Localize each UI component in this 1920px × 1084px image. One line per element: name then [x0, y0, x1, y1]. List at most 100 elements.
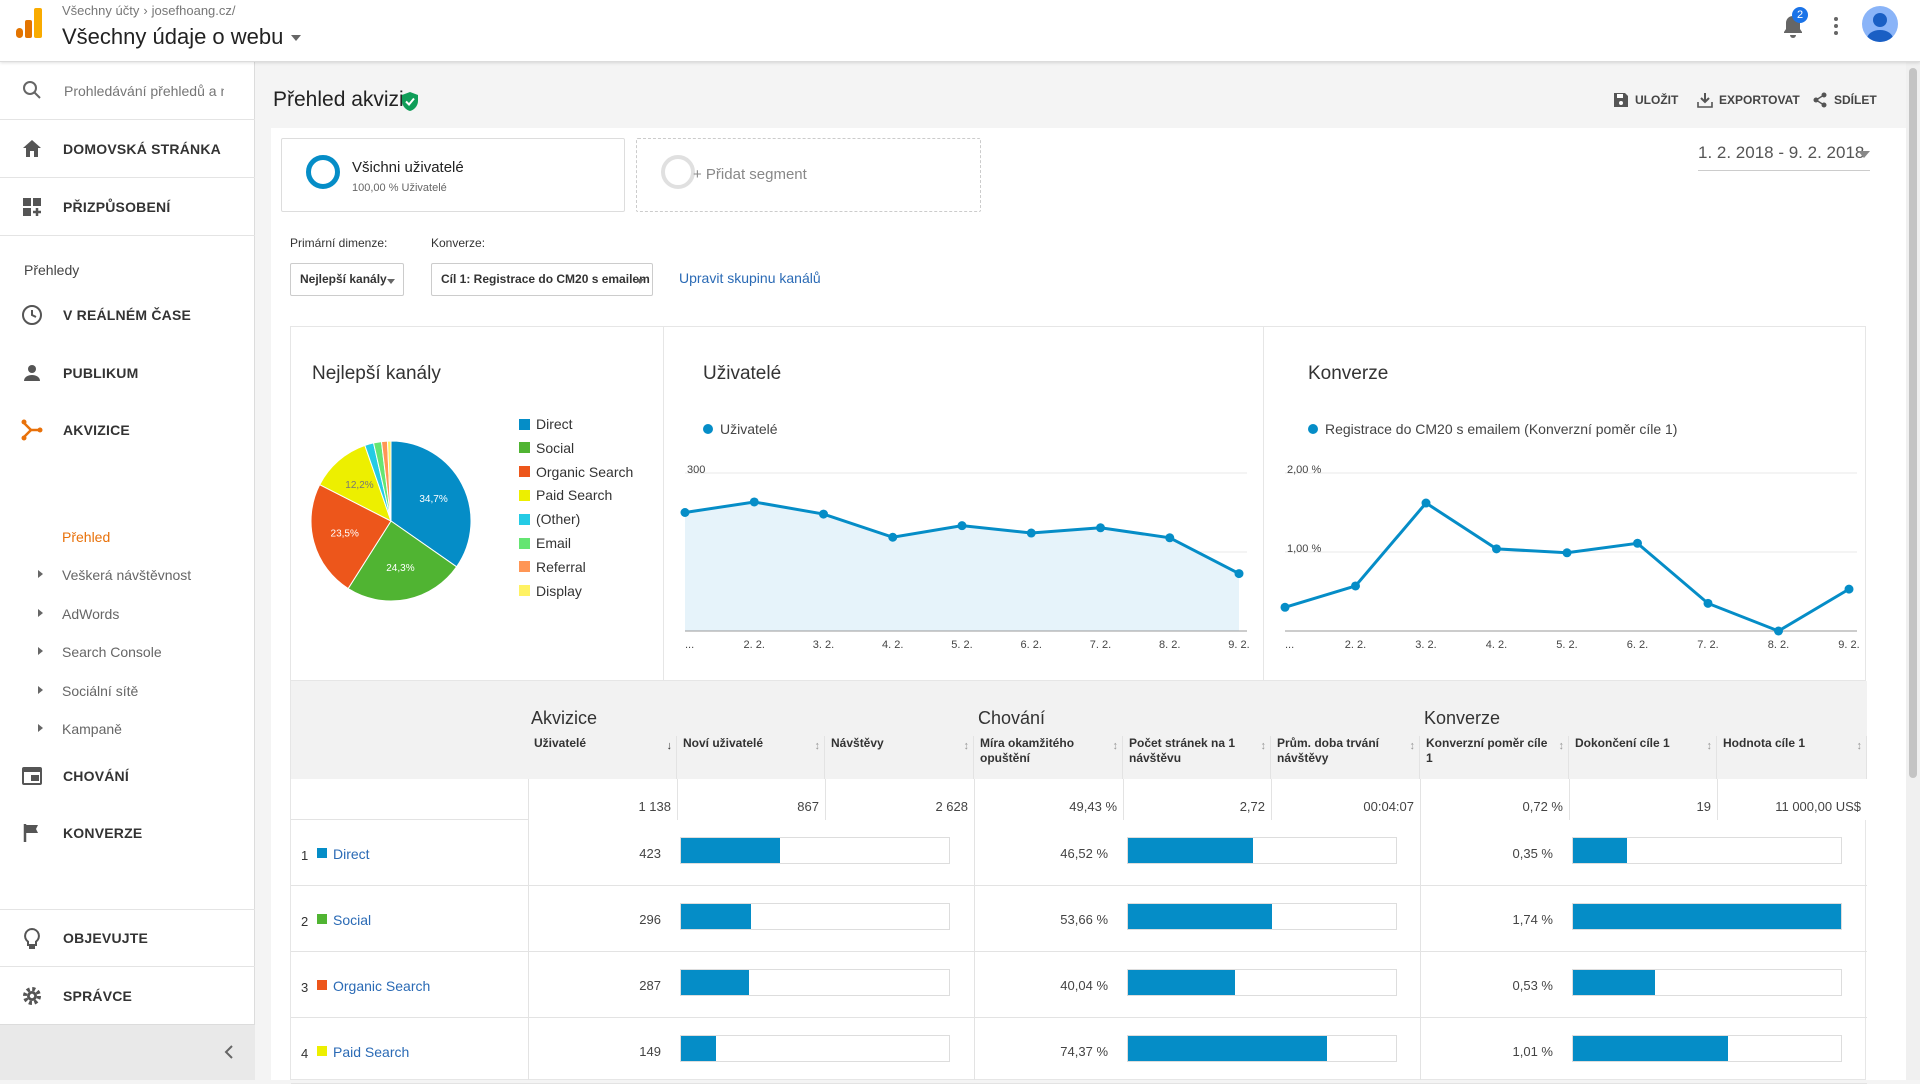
x-tick-label: 6. 2.	[1021, 639, 1042, 651]
sort-arrow-icon[interactable]: ↕	[814, 740, 821, 752]
pie-legend-item: Social	[519, 440, 574, 456]
column-header[interactable]: Uživatelé ↓	[528, 736, 677, 779]
sort-arrow-icon[interactable]: ↕	[1856, 740, 1863, 752]
row-channel-link[interactable]: Organic Search	[333, 978, 431, 994]
data-point[interactable]	[1280, 602, 1290, 612]
sidebar-subitem-social[interactable]: Sociální sítě	[0, 675, 255, 709]
sidebar-subitem-all-traffic[interactable]: Veškerá návštěvnost	[0, 559, 255, 593]
data-point[interactable]	[888, 532, 898, 542]
sidebar-subitem-overview[interactable]: Přehled	[0, 521, 255, 555]
pie-slice[interactable]	[390, 440, 472, 568]
breadcrumb-all-accounts[interactable]: Všechny účty	[62, 3, 140, 18]
data-point[interactable]	[1774, 626, 1783, 636]
data-point[interactable]	[1096, 523, 1105, 533]
sidebar-item-label: SPRÁVCE	[63, 988, 133, 1004]
breadcrumb[interactable]: Všechny účty › josefhoang.cz/	[62, 3, 236, 18]
sort-arrow-icon[interactable]: ↕	[963, 740, 970, 752]
sidebar-item-realtime[interactable]: V REÁLNÉM ČASE	[0, 286, 255, 344]
sort-arrow-icon[interactable]: ↕	[1558, 740, 1565, 752]
sidebar-subitem-adwords[interactable]: AdWords	[0, 598, 255, 632]
sidebar-item-admin[interactable]: SPRÁVCE	[0, 967, 255, 1025]
column-header[interactable]: Návštěvy ↕	[825, 736, 974, 779]
column-header[interactable]: Noví uživatelé ↕	[677, 736, 825, 779]
pie-slice[interactable]	[347, 520, 458, 602]
column-header[interactable]: Dokončení cíle 1 ↕	[1569, 736, 1717, 779]
sidebar-subitem-campaigns[interactable]: Kampaně	[0, 713, 255, 747]
sidebar-footer	[0, 1024, 255, 1080]
legend-swatch	[519, 537, 530, 549]
data-point[interactable]	[1633, 538, 1642, 548]
sidebar-item-behavior[interactable]: CHOVÁNÍ	[0, 747, 255, 805]
data-point[interactable]	[1351, 581, 1360, 591]
data-point[interactable]	[1703, 598, 1713, 608]
data-point[interactable]	[680, 508, 690, 517]
data-point[interactable]	[1234, 569, 1244, 579]
sort-arrow-icon[interactable]: ↕	[1409, 740, 1416, 752]
data-point[interactable]	[1165, 533, 1175, 543]
sidebar-item-audience[interactable]: PUBLIKUM	[0, 344, 255, 402]
sidebar-subitem-search-console[interactable]: Search Console	[0, 636, 255, 670]
add-segment-button[interactable]: + Přidat segment	[636, 138, 981, 212]
sidebar-item-customize[interactable]: PŘIZPŮSOBENÍ	[0, 178, 255, 236]
sort-arrow-icon[interactable]: ↕	[1112, 740, 1119, 752]
page-scrollbar[interactable]	[1906, 62, 1920, 1080]
total-cell: 0,72 %	[1420, 779, 1569, 820]
data-point[interactable]	[1421, 498, 1431, 508]
primary-dimension-select[interactable]: Nejlepší kanály	[290, 263, 404, 296]
search-input[interactable]	[64, 80, 224, 102]
scrollbar-thumb[interactable]	[1909, 68, 1917, 778]
x-tick-label: 3. 2.	[1415, 639, 1436, 651]
share-button[interactable]: SDÍLET	[1812, 92, 1877, 108]
x-tick-label: 9. 2.	[1838, 639, 1859, 651]
data-point[interactable]	[1844, 584, 1854, 594]
row-channel-link[interactable]: Paid Search	[333, 1044, 410, 1060]
analytics-logo-icon[interactable]	[16, 8, 42, 40]
data-point[interactable]	[819, 509, 828, 519]
breadcrumb-account[interactable]: josefhoang.cz/	[151, 3, 236, 18]
more-vert-icon[interactable]	[1828, 14, 1844, 38]
sidebar-item-conversions[interactable]: KONVERZE	[0, 804, 255, 862]
column-header-label: Uživatelé	[534, 736, 587, 750]
collapse-sidebar-icon[interactable]	[222, 1043, 236, 1061]
save-button[interactable]: ULOŽIT	[1613, 92, 1678, 108]
sidebar-item-home[interactable]: DOMOVSKÁ STRÁNKA	[0, 120, 255, 178]
row-channel-link[interactable]: Direct	[333, 846, 370, 862]
column-header-label: Prům. doba trvání návštěvy	[1277, 736, 1380, 765]
segment-all-users[interactable]: Všichni uživatelé 100,00 % Uživatelé	[281, 138, 625, 212]
avatar[interactable]	[1862, 6, 1898, 42]
pie-slice[interactable]	[386, 440, 392, 522]
column-header[interactable]: Konverzní poměr cíle 1 ↕	[1420, 736, 1569, 779]
sidebar-item-label: OBJEVUJTE	[63, 930, 149, 946]
data-point[interactable]	[957, 521, 967, 531]
export-button[interactable]: EXPORTOVAT	[1697, 92, 1800, 108]
sidebar-search	[0, 62, 255, 120]
data-point[interactable]	[749, 497, 759, 507]
charts-panel: Nejlepší kanály 34,7% 24,3% 23,5% 12,2% Dir…	[290, 326, 1866, 682]
column-header[interactable]: Počet stránek na 1 návštěvu ↕	[1123, 736, 1271, 779]
edit-channel-grouping-link[interactable]: Upravit skupinu kanálů	[679, 270, 821, 286]
download-icon	[1697, 93, 1713, 108]
data-point[interactable]	[1562, 548, 1572, 558]
data-point[interactable]	[1492, 544, 1501, 554]
pie-legend-item: Display	[519, 583, 582, 599]
segment-ring-empty-icon	[661, 155, 695, 189]
row-channel-link[interactable]: Social	[333, 912, 372, 928]
sort-arrow-icon[interactable]: ↓	[666, 740, 673, 752]
column-header[interactable]: Hodnota cíle 1 ↕	[1717, 736, 1867, 779]
y-tick-label: 2,00 %	[1287, 464, 1321, 476]
expand-arrow-icon	[38, 570, 43, 578]
column-header[interactable]: Míra okamžitého opuštění ↕	[974, 736, 1123, 779]
pie-slice[interactable]	[319, 444, 392, 523]
column-header[interactable]: Prům. doba trvání návštěvy ↕	[1271, 736, 1420, 779]
data-point[interactable]	[1026, 528, 1036, 538]
legend-swatch	[519, 466, 530, 478]
x-tick-label: ...	[1285, 639, 1294, 651]
sort-arrow-icon[interactable]: ↕	[1260, 740, 1267, 752]
date-range-picker[interactable]: 1. 2. 2018 - 9. 2. 2018	[1698, 143, 1870, 171]
conversion-select[interactable]: Cíl 1: Registrace do CM20 s emailem	[431, 263, 653, 296]
property-selector[interactable]: Všechny údaje o webu	[62, 24, 302, 50]
pie-slice[interactable]	[311, 484, 392, 590]
sort-arrow-icon[interactable]: ↕	[1706, 740, 1713, 752]
sidebar-item-discover[interactable]: OBJEVUJTE	[0, 909, 255, 967]
sidebar-item-acquisition[interactable]: AKVIZICE	[0, 401, 255, 459]
